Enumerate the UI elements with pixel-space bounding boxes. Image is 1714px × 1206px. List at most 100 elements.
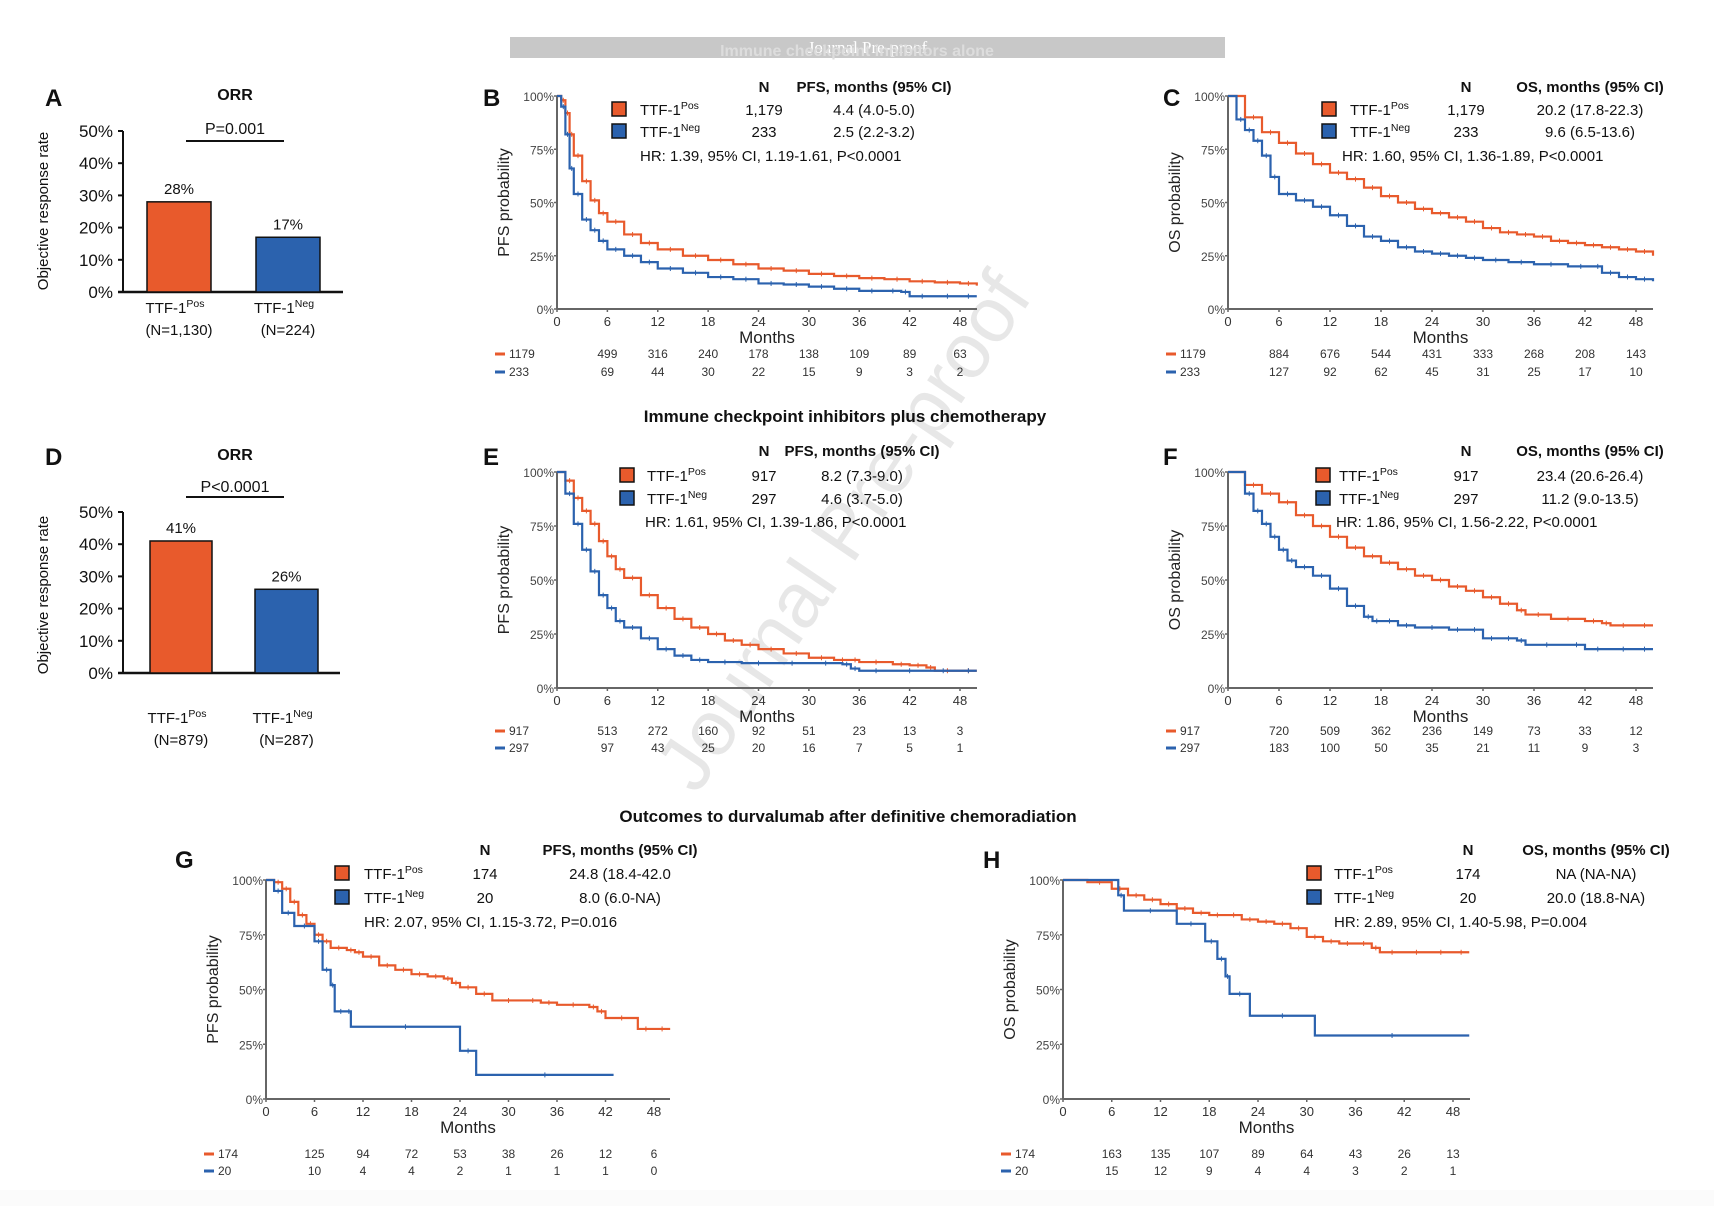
risk-table-value: 62	[1374, 365, 1388, 379]
legend-group-label: TTF-1Neg	[640, 122, 700, 141]
y-tick-label: 75%	[530, 143, 554, 157]
km-curve-ttf1-pos	[266, 878, 671, 1031]
x-tick-label: 18	[404, 1104, 418, 1119]
legend-stat-value: 4.4 (4.0-5.0)	[833, 102, 915, 119]
section-title-ici-alone: Immune checkpoint inhibitors alone	[720, 43, 994, 60]
risk-table-value: 12	[1629, 724, 1643, 738]
x-axis-label: Months	[1413, 707, 1469, 726]
risk-table-value: 1179	[509, 347, 535, 361]
x-tick-label: 48	[1446, 1104, 1460, 1119]
risk-table-value: 107	[1199, 1147, 1219, 1161]
risk-table-value: 31	[1476, 365, 1490, 379]
risk-table-value: 53	[453, 1147, 467, 1161]
risk-table-value: 174	[218, 1147, 238, 1161]
risk-table-value: 23	[853, 724, 867, 738]
panel-E: E PFS probability 0% 25% 50% 75% 100% 0 6 12 18 24 3…	[483, 443, 977, 755]
risk-table-value: 94	[356, 1147, 370, 1161]
panel-D: D ORR P<0.0001 Objective response rate 0% 10%…	[35, 444, 340, 749]
y-tick-label: 20%	[79, 600, 113, 619]
legend-swatch-ttf1-neg	[619, 490, 635, 506]
y-axis-label: PFS probability	[205, 935, 222, 1044]
y-tick-label: 75%	[239, 929, 263, 943]
y-tick-label: 40%	[79, 154, 113, 173]
legend-n-value: 174	[472, 866, 497, 883]
category-label: TTF-1Pos	[146, 298, 205, 317]
risk-table-value: 9	[1206, 1164, 1213, 1178]
y-tick-label: 10%	[79, 251, 113, 270]
journal-preproof-banner: Journal Pre-proof	[510, 37, 1225, 58]
risk-table-value: 35	[1425, 741, 1439, 755]
x-tick-label: 0	[1059, 1104, 1066, 1119]
y-tick-label: 40%	[79, 535, 113, 554]
hazard-ratio-text: HR: 2.07, 95% CI, 1.15-3.72, P=0.016	[364, 914, 617, 931]
y-axis-label: OS probability	[1167, 530, 1184, 631]
y-tick-label: 50%	[79, 503, 113, 522]
risk-table-value: 38	[502, 1147, 516, 1161]
legend-stat-value: 4.6 (3.7-5.0)	[821, 491, 903, 508]
y-tick-label: 30%	[79, 567, 113, 586]
panel-letter: E	[483, 444, 499, 471]
panel-letter: H	[983, 847, 1000, 874]
panel-letter: A	[45, 85, 62, 112]
y-tick-label: 100%	[1194, 90, 1225, 104]
risk-table-value: 44	[651, 365, 665, 379]
risk-table-value: 9	[1582, 741, 1589, 755]
risk-table-value: 362	[1371, 724, 1391, 738]
risk-table-value: 6	[651, 1147, 658, 1161]
risk-table-value: 26	[550, 1147, 564, 1161]
y-tick-label: 50%	[530, 574, 554, 588]
legend-swatch-ttf1-neg	[1306, 889, 1322, 905]
risk-table-value: 333	[1473, 347, 1493, 361]
risk-table-value: 15	[1105, 1164, 1119, 1178]
y-tick-label: 75%	[1201, 143, 1225, 157]
y-axis-label: PFS probability	[496, 526, 513, 635]
x-tick-label: 48	[953, 693, 967, 708]
risk-table-value: 4	[1255, 1164, 1262, 1178]
x-tick-label: 12	[1153, 1104, 1167, 1119]
risk-table-value: 183	[1269, 741, 1289, 755]
x-tick-label: 18	[1202, 1104, 1216, 1119]
legend-stat-header: PFS, months (95% CI)	[796, 79, 951, 96]
risk-table-value: 73	[1527, 724, 1541, 738]
legend-group-label: TTF-1Pos	[1350, 100, 1409, 119]
x-tick-label: 0	[1224, 314, 1231, 329]
y-tick-label: 50%	[1201, 574, 1225, 588]
legend-stat-value: 8.0 (6.0-NA)	[579, 890, 661, 907]
risk-table-value: 720	[1269, 724, 1289, 738]
x-tick-label: 0	[262, 1104, 269, 1119]
km-curve-ttf1-neg	[557, 470, 977, 672]
risk-table-value: 160	[698, 724, 718, 738]
y-tick-label: 50%	[530, 197, 554, 211]
legend-n-value: 917	[751, 468, 776, 485]
y-tick-label: 75%	[1201, 520, 1225, 534]
risk-table-value: 5	[906, 741, 913, 755]
x-tick-label: 0	[1224, 693, 1231, 708]
risk-table-value: 12	[599, 1147, 613, 1161]
x-tick-label: 6	[1275, 314, 1282, 329]
x-tick-label: 12	[1323, 693, 1337, 708]
x-tick-label: 42	[902, 693, 916, 708]
y-tick-label: 25%	[1036, 1038, 1060, 1052]
risk-table-value: 1	[505, 1164, 512, 1178]
panel-F: F OS probability 0% 25% 50% 75% 100% 0 6 12 18 24 30…	[1163, 443, 1664, 755]
legend-n-value: 20	[1460, 890, 1477, 907]
risk-table-value: 25	[1527, 365, 1541, 379]
risk-table-value: 20	[752, 741, 766, 755]
risk-table-value: 0	[651, 1164, 658, 1178]
legend-n-value: 233	[751, 124, 776, 141]
x-tick-label: 48	[953, 314, 967, 329]
km-curve-ttf1-pos	[1063, 878, 1470, 954]
legend-group-label: TTF-1Neg	[647, 489, 707, 508]
p-value-label: P=0.001	[205, 121, 265, 138]
x-tick-label: 24	[751, 314, 765, 329]
y-tick-label: 100%	[523, 466, 554, 480]
panel-letter: D	[45, 444, 62, 471]
risk-table-value: 15	[802, 365, 816, 379]
y-axis-label: OS probability	[1002, 939, 1019, 1040]
x-axis-label: Months	[739, 707, 795, 726]
legend-group-label: TTF-1Pos	[647, 466, 706, 485]
x-tick-label: 36	[1348, 1104, 1362, 1119]
risk-table-value: 89	[903, 347, 917, 361]
risk-table-value: 509	[1320, 724, 1340, 738]
y-axis-label: Objective response rate	[35, 132, 52, 290]
